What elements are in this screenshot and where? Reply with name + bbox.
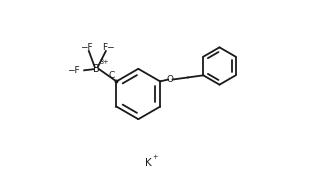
Text: O: O [167,75,174,84]
Text: C: C [109,71,115,80]
Text: F−: F− [102,43,115,52]
Text: −F: −F [80,43,92,52]
Text: K: K [145,158,152,168]
Text: −F: −F [67,66,79,75]
Text: B: B [93,64,100,74]
Text: 3+: 3+ [99,59,109,65]
Text: +: + [153,154,158,160]
